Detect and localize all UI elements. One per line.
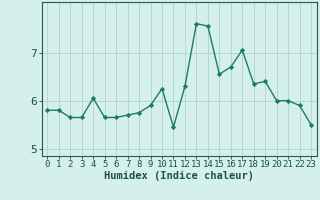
X-axis label: Humidex (Indice chaleur): Humidex (Indice chaleur) [104, 171, 254, 181]
